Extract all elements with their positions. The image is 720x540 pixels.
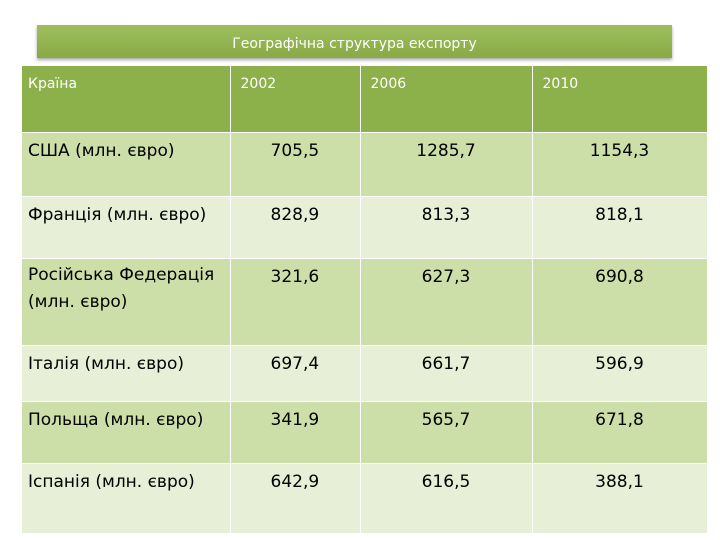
value-2010: 671,8 xyxy=(532,401,708,464)
value-2002: 697,4 xyxy=(230,345,361,402)
value-2010: 690,8 xyxy=(532,258,708,346)
value-2006: 627,3 xyxy=(360,258,533,346)
value-2006: 661,7 xyxy=(360,345,533,402)
table-row: Іспанія (млн. євро) 642,9 616,5 388,1 xyxy=(22,463,708,534)
export-table: Країна 2002 2006 2010 США (млн. євро) 70… xyxy=(22,66,708,534)
value-2002: 642,9 xyxy=(230,463,361,534)
country-cell: Російська Федерація (млн. євро) xyxy=(22,258,231,346)
header-2010: 2010 xyxy=(532,66,708,133)
country-cell: Франція (млн. євро) xyxy=(22,196,231,259)
value-2010: 1154,3 xyxy=(532,132,708,197)
value-2010: 388,1 xyxy=(532,463,708,534)
table-row: Франція (млн. євро) 828,9 813,3 818,1 xyxy=(22,196,708,259)
value-2006: 565,7 xyxy=(360,401,533,464)
value-2006: 616,5 xyxy=(360,463,533,534)
table-title: Географічна структура експорту xyxy=(37,25,672,58)
value-2002: 705,5 xyxy=(230,132,361,197)
value-2002: 828,9 xyxy=(230,196,361,259)
value-2006: 1285,7 xyxy=(360,132,533,197)
table-row: США (млн. євро) 705,5 1285,7 1154,3 xyxy=(22,132,708,197)
country-cell: Польща (млн. євро) xyxy=(22,401,231,464)
table-row: Польща (млн. євро) 341,9 565,7 671,8 xyxy=(22,401,708,464)
country-cell: Іспанія (млн. євро) xyxy=(22,463,231,534)
header-2002: 2002 xyxy=(230,66,361,133)
country-cell: Італія (млн. євро) xyxy=(22,345,231,402)
value-2006: 813,3 xyxy=(360,196,533,259)
table-row: Італія (млн. євро) 697,4 661,7 596,9 xyxy=(22,345,708,402)
value-2002: 341,9 xyxy=(230,401,361,464)
country-cell: США (млн. євро) xyxy=(22,132,231,197)
value-2002: 321,6 xyxy=(230,258,361,346)
table-row: Російська Федерація (млн. євро) 321,6 62… xyxy=(22,258,708,346)
header-country: Країна xyxy=(22,66,231,133)
header-row: Країна 2002 2006 2010 xyxy=(22,66,708,133)
header-2006: 2006 xyxy=(360,66,533,133)
value-2010: 818,1 xyxy=(532,196,708,259)
value-2010: 596,9 xyxy=(532,345,708,402)
